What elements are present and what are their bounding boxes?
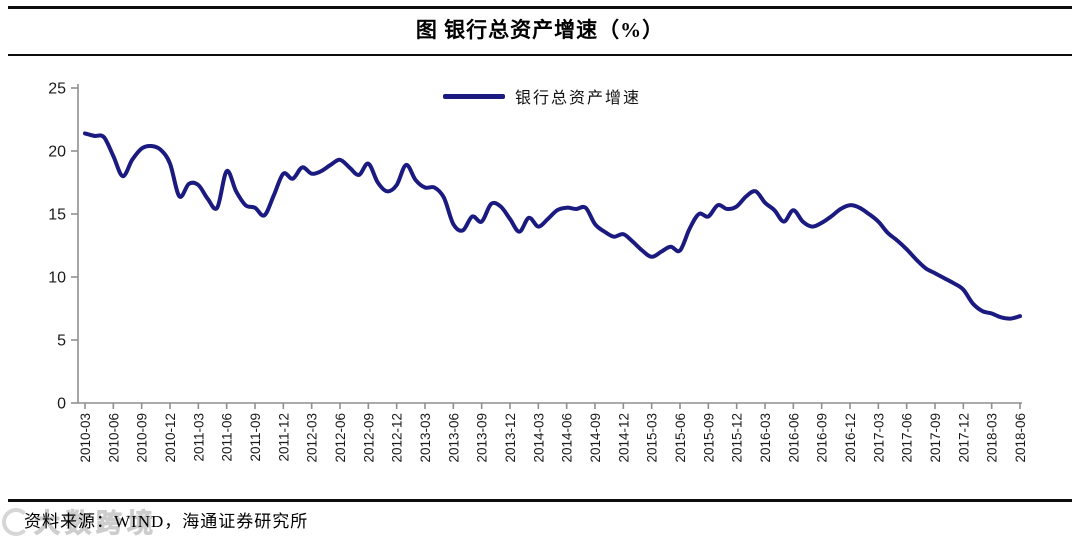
x-tick-label: 2015-09 <box>701 413 716 463</box>
x-tick-label: 2014-06 <box>560 413 575 463</box>
y-tick-label: 0 <box>57 396 66 413</box>
x-tick-label: 2015-06 <box>673 413 688 463</box>
x-tick-label: 2010-03 <box>78 413 93 463</box>
x-tick-label: 2014-12 <box>616 413 631 463</box>
x-tick-label: 2013-09 <box>475 413 490 463</box>
x-tick-label: 2012-09 <box>361 413 376 463</box>
x-tick-label: 2012-03 <box>305 413 320 463</box>
series-line <box>83 131 1022 321</box>
source-text: 资料来源：WIND，海通证券研究所 <box>24 512 309 531</box>
x-tick-label: 2010-09 <box>135 413 150 463</box>
footer-divider-rule <box>8 499 1072 502</box>
y-tick-label: 15 <box>48 207 66 224</box>
legend-label: 银行总资产增速 <box>515 90 642 107</box>
y-tick-label: 20 <box>48 144 66 161</box>
x-tick-label: 2011-03 <box>191 413 206 462</box>
x-tick-label: 2016-12 <box>843 413 858 463</box>
x-tick-label: 2014-03 <box>531 413 546 463</box>
y-tick-label: 10 <box>48 270 66 287</box>
watermark-text: 大数跨境 <box>33 508 159 539</box>
x-tick-label: 2012-06 <box>333 413 348 463</box>
x-tick-label: 2013-12 <box>503 413 518 463</box>
x-tick-label: 2010-12 <box>163 413 178 463</box>
watermark: 大数跨境 <box>2 503 158 540</box>
x-tick-label: 2017-06 <box>900 413 915 463</box>
x-tick-label: 2016-06 <box>786 413 801 463</box>
y-tick-label: 5 <box>57 333 66 350</box>
x-tick-label: 2017-03 <box>871 413 886 463</box>
x-tick-label: 2010-06 <box>106 413 121 463</box>
x-tick-label: 2013-03 <box>418 413 433 463</box>
x-tick-label: 2012-12 <box>390 413 405 463</box>
x-tick-label: 2014-09 <box>588 413 603 463</box>
x-tick-label: 2013-06 <box>446 413 461 463</box>
x-tick-label: 2016-09 <box>815 413 830 463</box>
x-tick-label: 2015-03 <box>645 413 660 463</box>
chart-title: 图 银行总资产增速（%） <box>415 18 665 42</box>
top-rule <box>8 6 1072 9</box>
x-tick-label: 2018-06 <box>1013 413 1028 463</box>
x-tick-label: 2011-06 <box>220 413 235 462</box>
watermark-logo-icon <box>2 507 30 536</box>
y-tick-label: 25 <box>48 81 66 98</box>
x-tick-label: 2016-03 <box>758 413 773 463</box>
x-tick-label: 2017-09 <box>928 413 943 463</box>
legend: 银行总资产增速 <box>443 84 641 108</box>
title-divider-rule <box>8 54 1072 56</box>
x-tick-label: 2018-03 <box>985 413 1000 463</box>
x-tick-label: 2011-12 <box>276 413 291 462</box>
x-tick-label: 2011-09 <box>248 413 263 462</box>
legend-line-swatch <box>443 93 505 99</box>
x-tick-label: 2015-12 <box>730 413 745 463</box>
x-tick-label: 2017-12 <box>956 413 971 463</box>
